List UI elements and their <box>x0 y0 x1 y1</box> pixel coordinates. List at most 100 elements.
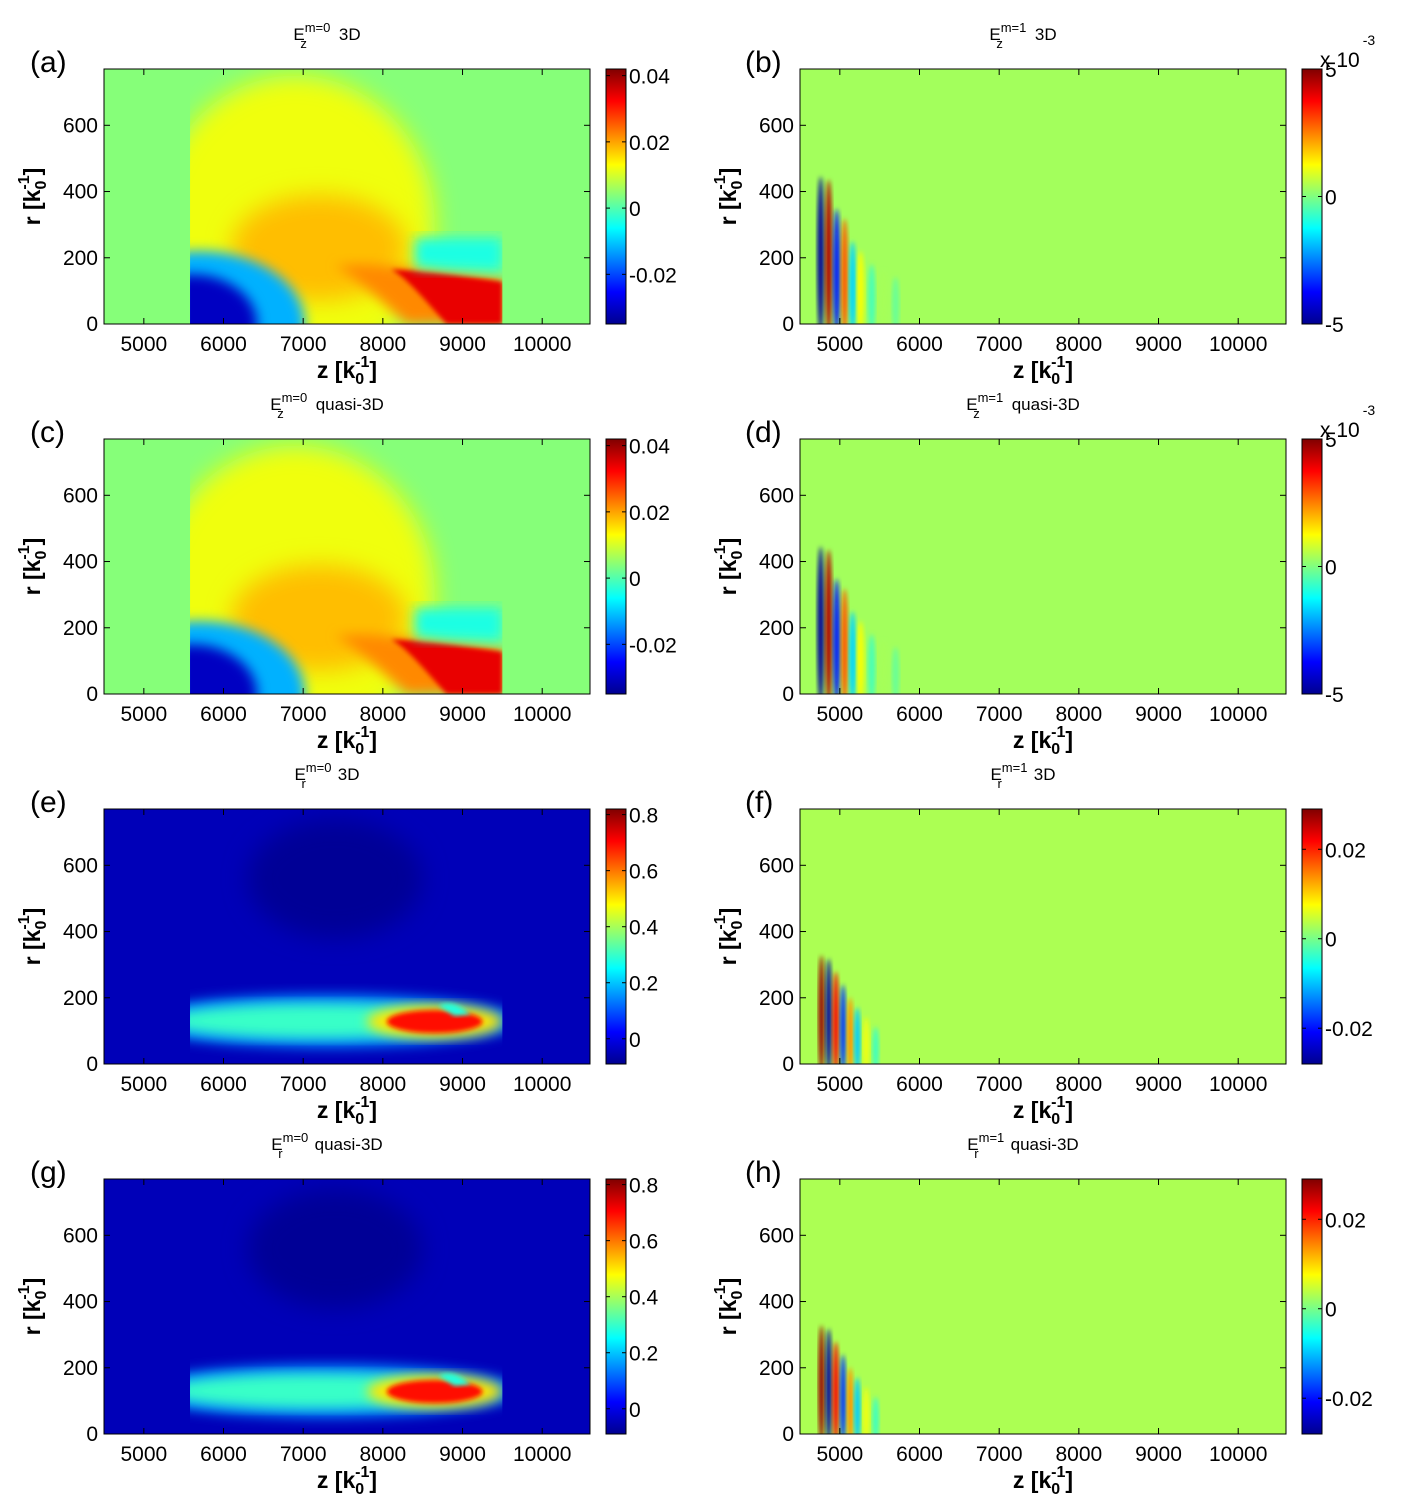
field-stripe <box>817 546 825 694</box>
x-tick-label: 9000 <box>1135 333 1182 356</box>
y-tick-label: 200 <box>63 247 98 270</box>
x-tick-label: 7000 <box>976 333 1023 356</box>
field-stripe <box>856 621 865 694</box>
colorbar-tick-label: 0.4 <box>629 917 659 940</box>
y-tick-label: 0 <box>86 1053 98 1076</box>
field-stripe <box>862 1387 870 1434</box>
y-axis-unit-sup: -1 <box>16 175 33 189</box>
x-tick-label: 6000 <box>896 1443 943 1466</box>
field-stripe <box>880 270 888 324</box>
y-axis-label-main: r [k <box>715 189 741 225</box>
colorbar-multiplier-base: x 10 <box>1320 419 1360 442</box>
x-tick-label: 6000 <box>896 333 943 356</box>
heatmap-field <box>800 809 1286 1064</box>
title-base: E <box>990 765 1001 784</box>
title-suffix: quasi-3D <box>1011 1135 1079 1154</box>
field-pos-core <box>390 639 503 694</box>
y-axis-label-main: r [k <box>715 559 741 595</box>
y-tick-label: 400 <box>63 551 98 574</box>
y-tick-label: 0 <box>86 313 98 336</box>
title-base: E <box>293 25 304 44</box>
y-axis-label: r [k0-1] <box>16 538 50 596</box>
plot-frame <box>799 808 1287 1065</box>
x-axis-unit-sup: -1 <box>1051 724 1065 741</box>
colorbar <box>605 1178 627 1435</box>
x-tick-label: 7000 <box>280 333 327 356</box>
x-tick-label: 9000 <box>439 703 486 726</box>
field-stripe <box>880 640 888 694</box>
panel-label: (f) <box>745 786 773 819</box>
title-base: E <box>271 1135 282 1154</box>
y-axis-unit-sup: -1 <box>16 545 33 559</box>
x-tick-label: 10000 <box>1209 703 1267 726</box>
panel-label: (e) <box>30 786 67 819</box>
heatmap-field <box>800 439 1286 694</box>
x-tick-label: 10000 <box>1209 1073 1267 1096</box>
title-sub: z <box>277 406 284 421</box>
colorbar-tick-label: 0.02 <box>629 132 670 155</box>
x-tick-label: 6000 <box>896 1073 943 1096</box>
field-stripe <box>848 611 857 694</box>
field-stripe <box>832 971 840 1064</box>
x-axis-unit-sup: -1 <box>355 354 369 371</box>
y-tick-label: 0 <box>782 683 794 706</box>
title-base: E <box>294 765 305 784</box>
field-wake-arc <box>438 1373 471 1386</box>
field-stripe <box>854 1007 861 1064</box>
y-axis-unit-sub: 0 <box>729 551 746 560</box>
x-axis-unit-sup: -1 <box>1051 1464 1065 1481</box>
x-tick-label: 10000 <box>513 333 571 356</box>
field-stripe <box>817 176 825 324</box>
title-sup: m=0 <box>305 20 331 35</box>
panel-title: Em=0 z quasi-3D <box>270 390 384 421</box>
y-axis-unit-sub: 0 <box>33 181 50 190</box>
x-tick-label: 9000 <box>439 1073 486 1096</box>
y-axis-unit-sub: 0 <box>33 551 50 560</box>
x-tick-label: 7000 <box>280 1073 327 1096</box>
title-sup: m=1 <box>1001 20 1027 35</box>
plot-frame <box>799 1178 1287 1435</box>
field-domain <box>190 75 503 324</box>
x-axis-label-main: z [k <box>317 727 356 753</box>
x-tick-label: 7000 <box>976 1073 1023 1096</box>
x-axis-unit-sup: -1 <box>355 724 369 741</box>
x-tick-label: 8000 <box>1055 1073 1102 1096</box>
y-axis-unit-sub: 0 <box>33 921 50 930</box>
field-background <box>800 809 1286 1064</box>
field-stripe <box>872 1396 879 1434</box>
field-stripe <box>892 277 900 324</box>
panel-title: Em=1 z 3D <box>989 20 1056 51</box>
field-stripe <box>872 1026 879 1064</box>
domain-inner <box>190 818 503 1048</box>
x-tick-label: 7000 <box>976 703 1023 726</box>
colorbar-tick-label: 0.04 <box>629 436 670 459</box>
field-weak-neg <box>414 237 503 272</box>
x-axis-label: z [k0-1] <box>1013 1464 1073 1498</box>
x-tick-label: 6000 <box>896 703 943 726</box>
y-axis-unit-sub: 0 <box>729 921 746 930</box>
y-tick-label: 200 <box>63 617 98 640</box>
x-axis-unit-close: ] <box>1065 357 1073 383</box>
field-dark-region <box>247 818 423 939</box>
colorbar-tick-label: 0 <box>629 568 641 591</box>
x-axis-unit-sub: 0 <box>355 371 364 388</box>
x-axis-label-main: z [k <box>1013 357 1052 383</box>
colorbar <box>605 808 627 1065</box>
x-tick-label: 7000 <box>280 703 327 726</box>
y-axis-unit-close: ] <box>715 908 741 916</box>
y-axis-unit-sup: -1 <box>712 175 729 189</box>
field-stripe <box>847 1367 854 1434</box>
x-axis-label: z [k0-1] <box>317 1464 377 1498</box>
x-tick-label: 9000 <box>1135 1443 1182 1466</box>
x-tick-label: 5000 <box>120 703 167 726</box>
title-sup: m=1 <box>979 1130 1005 1145</box>
colorbar-tick-label: -0.02 <box>629 634 677 657</box>
title-base: E <box>967 1135 978 1154</box>
title-sup: m=1 <box>978 390 1004 405</box>
colorbar-tick-label: 0 <box>1325 1299 1337 1322</box>
x-tick-label: 5000 <box>120 1443 167 1466</box>
field-peak-core <box>386 1380 483 1404</box>
